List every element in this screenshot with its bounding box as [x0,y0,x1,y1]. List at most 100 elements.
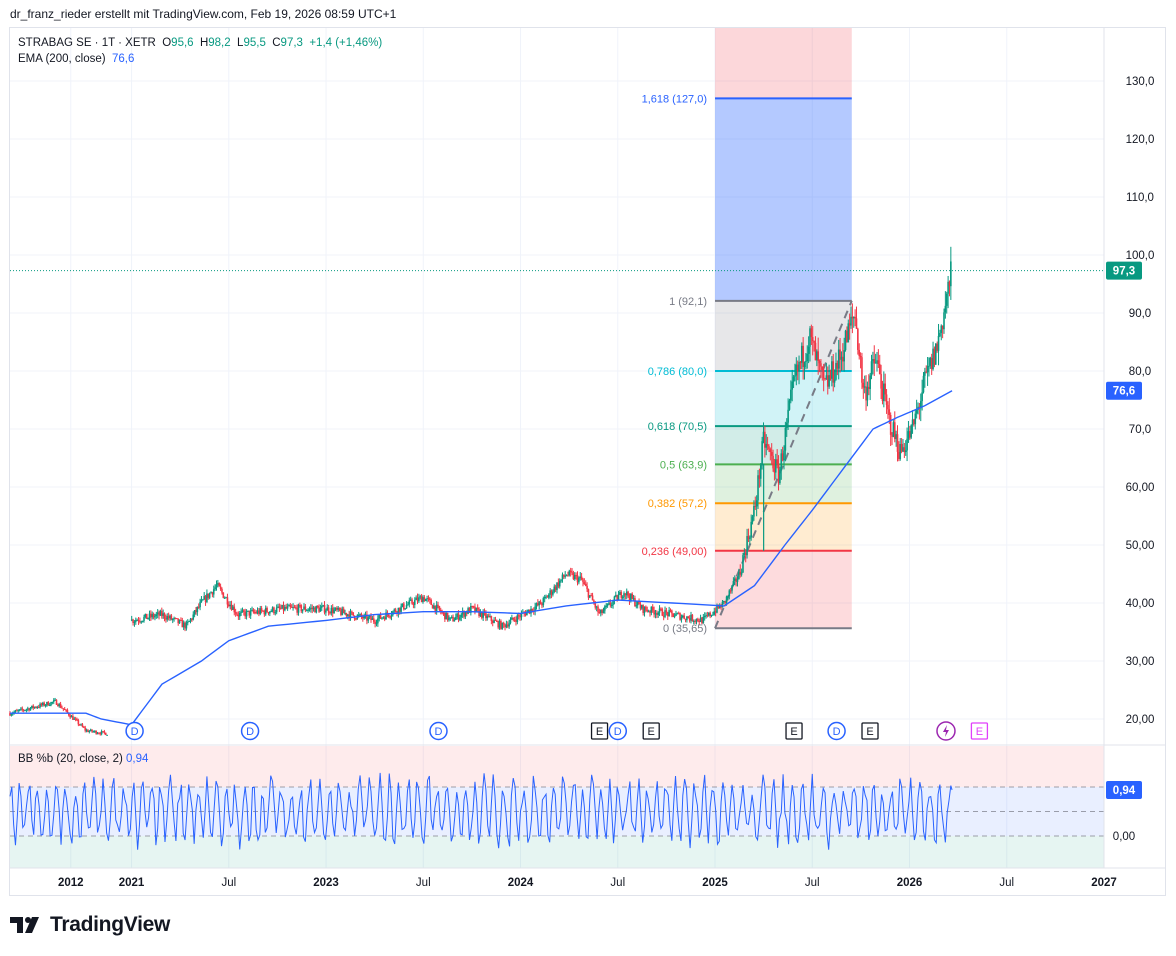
candle-body [874,362,877,364]
candle-body [401,603,404,607]
candle-body [539,601,542,605]
candle-body [319,607,322,612]
candle-body [757,475,759,501]
candle-body [504,624,506,628]
candle-body [842,356,844,362]
candle-body [174,617,177,619]
earnings-marker [785,722,803,740]
candle-body [264,608,267,615]
candle-body [210,592,212,594]
candle-body [444,612,446,620]
legend-symbol[interactable]: STRABAG SE · 1T · XETR [18,37,156,49]
candle-body [237,614,240,617]
candle-body [764,431,766,448]
candle-body [751,516,754,522]
candle-body [579,576,582,578]
candle-body [613,596,616,601]
candle-body [664,610,666,617]
candle-body [933,348,936,365]
candle-body [368,616,371,618]
candle-body [643,606,646,613]
candle-body [9,713,11,716]
candle-body [362,616,364,619]
candle-body [490,616,493,621]
candle-body [95,730,97,734]
fib-zone [715,300,852,371]
candle-body [62,708,65,710]
candle-body [893,422,896,440]
dividend-marker [608,721,628,741]
candle-body [460,614,463,618]
candle-body [299,604,301,606]
candle-body [638,601,640,605]
candle-body [304,606,307,611]
candle-body [470,605,472,613]
candle-body [419,596,422,598]
candle-body [832,361,835,383]
candle-body [848,323,851,326]
indicator-label[interactable]: BB %b (20, close, 2) [18,753,123,765]
candle-body [831,361,833,379]
candle-body [817,351,819,361]
earnings-marker [642,722,660,740]
bbpercentb-line [9,772,953,850]
candle-body [673,615,676,617]
candle-body [550,590,553,595]
candle-body [867,386,870,389]
candle-body [448,617,450,621]
fib-zone [715,503,852,551]
candle-body [881,388,884,401]
candle-body [889,414,892,435]
candle-body [389,616,391,618]
candle-body [200,599,203,603]
candle-body [816,351,818,361]
candle-body [866,386,869,401]
candle-body [144,613,147,617]
candle-body [480,611,483,618]
candle-body [642,605,644,613]
candle-body [229,604,231,606]
candle-body [699,617,702,622]
candle-body [441,612,443,614]
candle-body [792,376,795,382]
chart-frame [9,27,1166,896]
candle-body [847,323,850,343]
candle-body [326,607,329,611]
candle-body [869,375,871,389]
candle-body [725,596,728,603]
candle-body [783,450,785,461]
candle-body [456,613,458,618]
candle-body [649,611,651,613]
candle-body [785,422,788,428]
candle-body [81,724,84,727]
candle-body [400,606,402,612]
candle-body [228,604,230,606]
candle-body [766,443,769,447]
candle-body [824,378,826,380]
candle-body [218,583,221,587]
candle-body [155,614,158,616]
candle-body [398,607,401,612]
candle-body [733,578,736,582]
candle-body [403,603,405,610]
candle-body [511,617,513,620]
candle-body [746,536,748,556]
candle-body [805,360,807,362]
time-tick-label: Jul [610,877,625,889]
candle-body [367,617,370,621]
indicator-overbought-zone [10,746,1104,787]
candle-body [258,610,260,614]
candle-body [78,724,81,726]
candle-body [85,730,88,732]
candle-body [393,609,396,612]
candle-body [133,621,136,623]
candle-body [467,608,469,614]
candle-body [818,360,821,364]
legend-ema-label[interactable]: EMA (200, close) [18,53,106,65]
legend-open-value: 95,6 [171,37,194,49]
candle-body [73,718,76,720]
candle-body [694,620,696,622]
ema-badge [1106,381,1142,400]
candle-body [654,613,657,615]
